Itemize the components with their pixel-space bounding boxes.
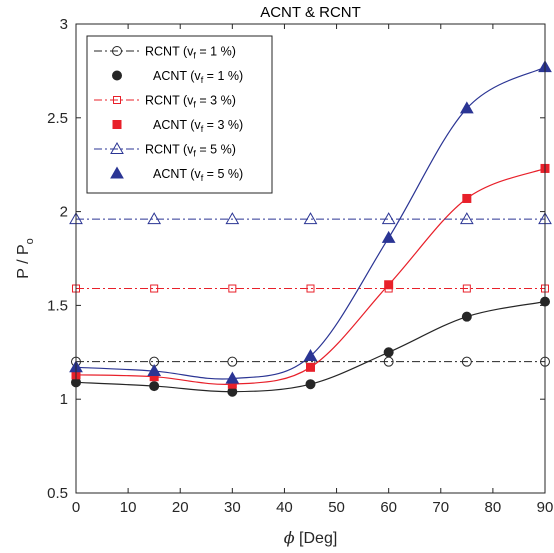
data-point [384, 280, 394, 290]
legend-label: ACNT (vf = 3 %) [153, 118, 243, 134]
legend-marker [110, 141, 124, 154]
legend-label: RCNT (vf = 3 %) [145, 94, 236, 110]
plot-area-frame [75, 23, 546, 494]
data-point [381, 212, 396, 225]
x-tick-label: 80 [485, 499, 502, 516]
data-point [459, 101, 474, 114]
data-point [305, 379, 316, 390]
data-point [383, 347, 394, 358]
x-axis-label: ϕ [Deg] [284, 528, 338, 547]
data-point [303, 349, 318, 362]
legend-marker [112, 46, 122, 56]
legend-marker [112, 70, 122, 81]
legend-marker [113, 96, 121, 104]
data-point [303, 212, 318, 225]
data-point [459, 212, 474, 225]
data-point [228, 284, 237, 293]
legend-box [86, 35, 273, 194]
data-point [461, 311, 472, 322]
data-point [227, 356, 238, 367]
legend-label: ACNT (vf = 1 %) [153, 69, 243, 85]
data-point [225, 212, 240, 225]
data-point [381, 230, 396, 243]
y-tick-label: 1 [60, 391, 68, 408]
data-point [147, 212, 162, 225]
y-tick-label: 2.5 [47, 110, 68, 127]
y-tick-label: 1.5 [47, 297, 68, 314]
y-tick-label: 3 [60, 16, 68, 33]
legend-label: RCNT (vf = 1 %) [145, 45, 236, 61]
data-point [306, 362, 315, 372]
x-tick-label: 90 [537, 499, 554, 516]
x-tick-label: 30 [224, 499, 241, 516]
data-point [462, 193, 472, 203]
y-tick-label: 2 [60, 204, 68, 221]
legend-marker [112, 120, 122, 129]
chart-title: ACNT & RCNT [260, 4, 361, 21]
legend-label: ACNT (vf = 5 %) [153, 167, 243, 183]
data-point [147, 364, 162, 377]
x-tick-label: 50 [328, 499, 345, 516]
data-point [149, 381, 160, 392]
x-tick-label: 40 [276, 499, 293, 516]
data-point [306, 284, 315, 293]
x-tick-label: 0 [72, 499, 80, 516]
data-point [150, 284, 159, 293]
data-point [462, 284, 471, 293]
y-axis-label: P / Po [15, 238, 36, 279]
legend-label: RCNT (vf = 5 %) [145, 143, 236, 159]
data-point [461, 356, 472, 367]
x-tick-label: 70 [432, 499, 449, 516]
x-tick-label: 60 [380, 499, 397, 516]
x-tick-label: 20 [172, 499, 189, 516]
data-point [225, 371, 240, 384]
y-tick-label: 0.5 [47, 485, 68, 502]
x-tick-label: 10 [120, 499, 137, 516]
legend-marker [110, 166, 124, 179]
